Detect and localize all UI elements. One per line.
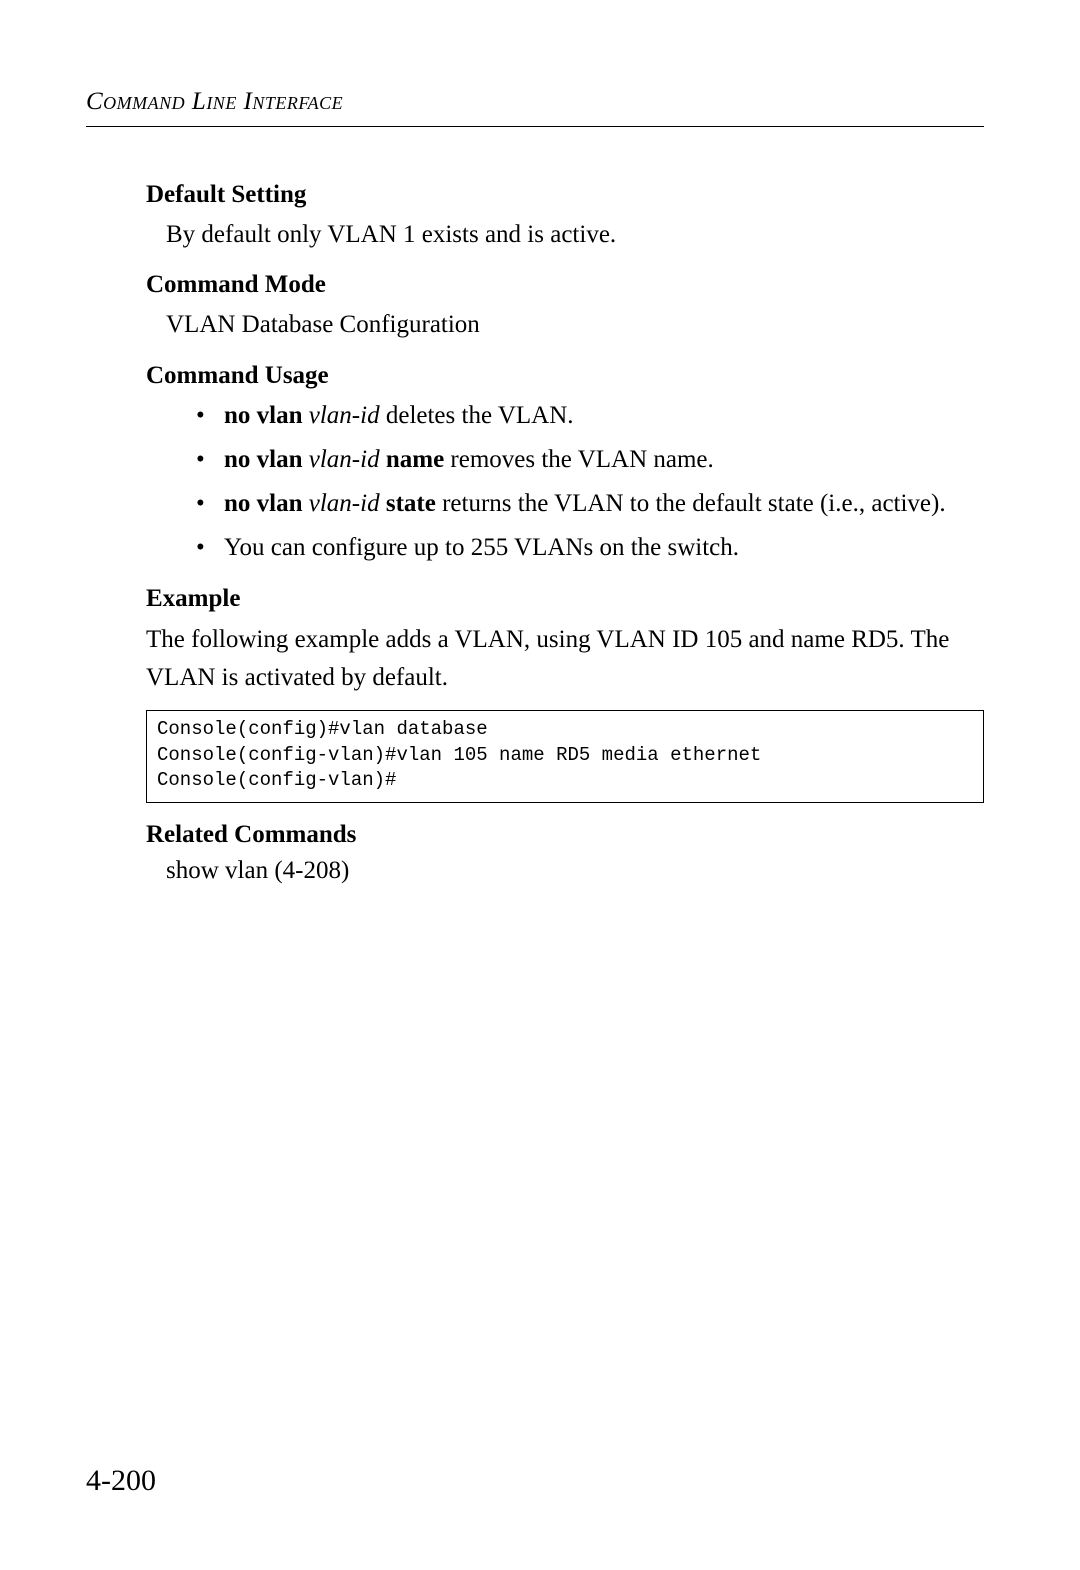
cmd-bold: no vlan — [224, 446, 303, 473]
cmd-bold: no vlan — [224, 402, 303, 429]
default-setting-heading: Default Setting — [146, 181, 984, 209]
cmd-bold: no vlan — [224, 490, 303, 517]
related-commands-heading: Related Commands — [146, 821, 984, 849]
list-item: no vlan vlan-id state returns the VLAN t… — [196, 486, 984, 522]
page-number: 4-200 — [86, 1464, 156, 1498]
page-content: Default Setting By default only VLAN 1 e… — [86, 181, 984, 885]
header-divider — [86, 126, 984, 127]
example-intro-text: The following example adds a VLAN, using… — [146, 621, 984, 699]
list-item: You can configure up to 255 VLANs on the… — [196, 530, 984, 566]
page-header-title: Command Line Interface — [86, 88, 984, 116]
cmd-bold2: state — [386, 490, 436, 517]
list-item: no vlan vlan-id name removes the VLAN na… — [196, 442, 984, 478]
cmd-rest: removes the VLAN name. — [444, 446, 714, 473]
command-mode-text: VLAN Database Configuration — [146, 307, 984, 343]
command-mode-heading: Command Mode — [146, 271, 984, 299]
example-heading: Example — [146, 585, 984, 613]
document-page: Command Line Interface Default Setting B… — [0, 0, 1080, 945]
cmd-param: vlan-id — [309, 446, 380, 473]
example-code-block: Console(config)#vlan database Console(co… — [146, 710, 984, 803]
related-commands-text: show vlan (4-208) — [146, 857, 984, 885]
cmd-param: vlan-id — [309, 402, 380, 429]
cmd-plain: You can configure up to 255 VLANs on the… — [224, 534, 739, 561]
cmd-rest: returns the VLAN to the default state (i… — [436, 490, 946, 517]
default-setting-text: By default only VLAN 1 exists and is act… — [146, 217, 984, 253]
command-usage-list: no vlan vlan-id deletes the VLAN. no vla… — [146, 398, 984, 567]
list-item: no vlan vlan-id deletes the VLAN. — [196, 398, 984, 434]
cmd-param: vlan-id — [309, 490, 380, 517]
cmd-rest: deletes the VLAN. — [380, 402, 574, 429]
command-usage-heading: Command Usage — [146, 362, 984, 390]
cmd-bold2: name — [386, 446, 444, 473]
